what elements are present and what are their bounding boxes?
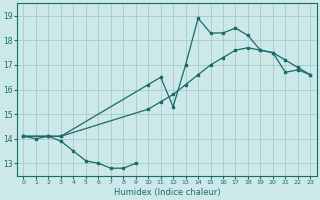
X-axis label: Humidex (Indice chaleur): Humidex (Indice chaleur) xyxy=(114,188,220,197)
